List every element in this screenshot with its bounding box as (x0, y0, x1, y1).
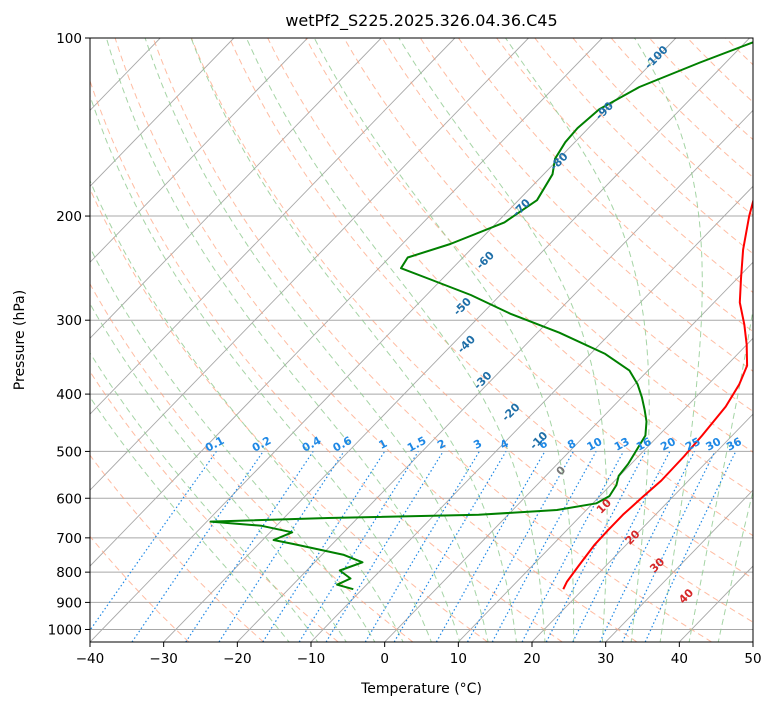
y-tick-label: 200 (56, 209, 82, 225)
x-axis-label: Temperature (°C) (360, 681, 482, 697)
x-tick-label: 0 (380, 651, 389, 667)
chart-title: wetPf2_S225.2025.326.04.36.C45 (285, 11, 557, 31)
x-tick-label: −40 (76, 651, 105, 667)
y-tick-label: 500 (56, 444, 82, 460)
x-tick-label: −20 (223, 651, 252, 667)
x-tick-label: −10 (297, 651, 326, 667)
y-tick-label: 400 (56, 387, 82, 403)
y-axis-label: Pressure (hPa) (12, 290, 28, 390)
y-tick-label: 900 (56, 595, 82, 611)
x-tick-label: 20 (523, 651, 540, 667)
y-tick-label: 600 (56, 491, 82, 507)
y-tick-label: 100 (56, 31, 82, 47)
x-tick-label: 30 (597, 651, 614, 667)
x-tick-label: −30 (149, 651, 178, 667)
x-tick-label: 50 (744, 651, 761, 667)
y-tick-label: 700 (56, 531, 82, 547)
x-tick-label: 10 (450, 651, 467, 667)
x-tick-label: 40 (671, 651, 688, 667)
y-tick-label: 300 (56, 313, 82, 329)
y-tick-label: 1000 (48, 622, 82, 638)
y-tick-label: 800 (56, 565, 82, 581)
